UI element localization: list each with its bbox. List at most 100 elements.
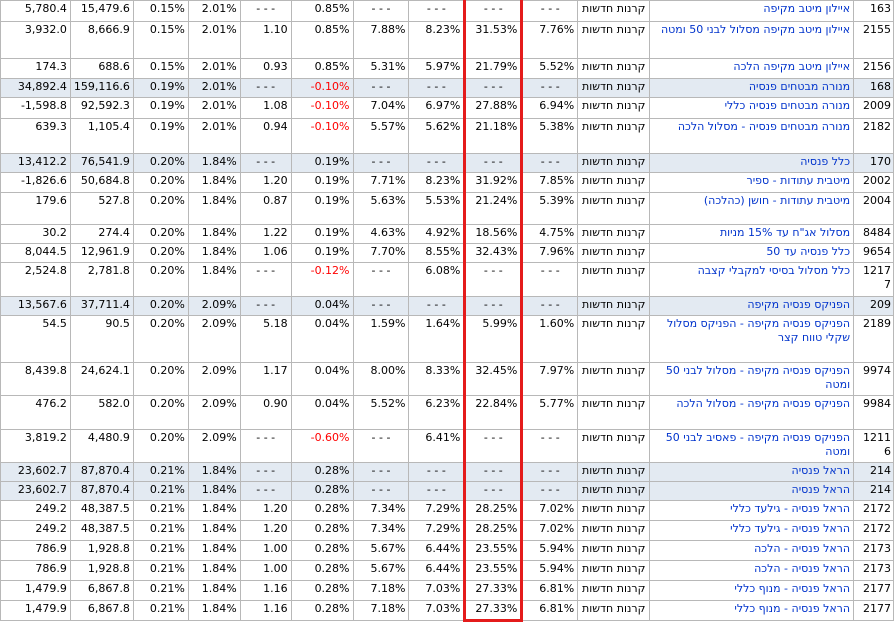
table-row: 179.6 527.8 0.20% 1.84% 0.87 0.19% 5.63% 5.53% 2…	[0, 192, 894, 225]
cell-month-return: 0.28%	[290, 462, 354, 482]
cell-ytd-return: 7.34%	[352, 520, 410, 541]
cell-total-assets: 3,819.2	[0, 429, 71, 463]
fund-name-link[interactable]: מיטבית עתודות - חושן (כהלכה)	[703, 194, 851, 207]
table-row: 1,479.9 6,867.8 0.21% 1.84% 1.16 0.28% 7.18% 7.…	[0, 580, 894, 601]
cell-mgmt-fee-balance: 2.09%	[187, 296, 241, 316]
cell-fund-assets: 92,592.3	[69, 97, 134, 119]
fund-name-link[interactable]: הפניקס פנסיה מקיפה - מסלול לבני 50 ומטה	[665, 364, 851, 391]
cell-month-return: 0.04%	[290, 395, 354, 430]
cell-fund-name[interactable]: מנורה מבטחים פנסיה כללי	[649, 97, 855, 119]
cell-return-3y: 8.23%	[408, 172, 466, 193]
cell-total-assets: 639.3	[0, 118, 71, 154]
cell-month-return: 0.28%	[290, 481, 354, 501]
fund-name-link[interactable]: מסלול אג"ח עד 15% מניות	[719, 226, 851, 239]
fund-name-link[interactable]: כלל מסלול בסיסי למקבלי קצבה	[697, 264, 851, 277]
cell-mgmt-fee-deposit: 0.20%	[132, 243, 189, 263]
cell-mgmt-fee-balance: 1.84%	[187, 153, 241, 173]
group-row: 13,567.6 37,711.4 0.20% 2.09% - - -0.04% - - …	[0, 296, 894, 316]
cell-fund-name[interactable]: הפניקס פנסיה מקיפה	[649, 296, 855, 316]
fund-name-link[interactable]: הראל פנסיה - הלכה	[754, 542, 851, 555]
cell-avg-return: - - -	[521, 262, 579, 297]
cell-return-5y: 27.33%	[463, 580, 524, 601]
cell-total-assets: 34,892.4	[0, 78, 71, 98]
cell-fund-id: 2173	[853, 540, 894, 561]
cell-mgmt-fee-deposit: 0.21%	[132, 500, 189, 521]
cell-return-5y: 18.56%	[463, 224, 524, 244]
fund-name-link[interactable]: הפניקס פנסיה מקיפה - פאסיב לבני 50 ומטה	[665, 431, 851, 458]
cell-fund-name[interactable]: הראל פנסיה - הלכה	[649, 560, 855, 581]
cell-fund-name[interactable]: הראל פנסיה	[649, 462, 855, 482]
cell-fund-name[interactable]: הפניקס פנסיה מקיפה - פאסיב לבני 50 ומטה	[649, 429, 855, 463]
cell-fund-id: 214	[853, 481, 894, 501]
cell-fund-name[interactable]: איילון מיטב מקיפה	[649, 0, 855, 22]
cell-fund-name[interactable]: איילון מיטב מקיפה מסלול לבני 50 ומטה	[649, 21, 855, 59]
fund-name-link[interactable]: מנורה מבטחים פנסיה כללי	[724, 99, 851, 112]
cell-fund-name[interactable]: הפניקס פנסיה מקיפה - מסלול הלכה	[649, 395, 855, 430]
cell-fund-name[interactable]: מנורה מבטחים פנסיה	[649, 78, 855, 98]
cell-fund-name[interactable]: כלל מסלול בסיסי למקבלי קצבה	[649, 262, 855, 297]
cell-mgmt-fee-balance: 2.01%	[187, 21, 241, 59]
cell-sharpe: 1.20	[239, 520, 292, 541]
fund-name-link[interactable]: איילון מיטב מקיפה הלכה	[733, 60, 851, 73]
cell-fund-name[interactable]: הראל פנסיה - גילעד כללי	[649, 520, 855, 541]
fund-name-link[interactable]: הראל פנסיה - גילעד כללי	[730, 522, 851, 535]
cell-total-assets: 13,567.6	[0, 296, 71, 316]
cell-month-return: -0.10%	[290, 118, 354, 154]
cell-fund-name[interactable]: הראל פנסיה	[649, 481, 855, 501]
cell-fund-name[interactable]: מיטבית עתודות - ספיר	[649, 172, 855, 193]
group-row: 23,602.7 87,870.4 0.21% 1.84% - - -0.28% - - …	[0, 462, 894, 482]
cell-fund-name[interactable]: כלל פנסיה עד 50	[649, 243, 855, 263]
cell-type: קרנות חדשות	[577, 118, 651, 154]
cell-avg-return: - - -	[521, 296, 579, 316]
cell-avg-return: 7.02%	[521, 500, 579, 521]
fund-name-link[interactable]: הפניקס פנסיה מקיפה - מסלול הלכה	[676, 397, 851, 410]
cell-fund-name[interactable]: הראל פנסיה - מנוף כללי	[649, 580, 855, 601]
cell-fund-name[interactable]: מסלול אג"ח עד 15% מניות	[649, 224, 855, 244]
cell-fund-assets: 87,870.4	[69, 462, 134, 482]
cell-type: קרנות חדשות	[577, 429, 651, 463]
cell-return-3y: - - -	[408, 153, 466, 173]
cell-sharpe: 0.94	[239, 118, 292, 154]
fund-name-link[interactable]: הפניקס פנסיה מקיפה - הפניקס מסלול שקלי ט…	[666, 317, 851, 344]
fund-name-link[interactable]: איילון מיטב מקיפה	[763, 2, 851, 15]
cell-fund-name[interactable]: מנורה מבטחים פנסיה - מסלול הלכה	[649, 118, 855, 154]
fund-name-link[interactable]: הראל פנסיה - הלכה	[754, 562, 851, 575]
cell-fund-name[interactable]: הפניקס פנסיה מקיפה - הפניקס מסלול שקלי ט…	[649, 315, 855, 363]
cell-return-5y: 23.55%	[463, 560, 524, 581]
cell-return-3y: 6.44%	[408, 540, 466, 561]
fund-name-link[interactable]: הראל פנסיה - מנוף כללי	[734, 582, 851, 595]
cell-type: קרנות חדשות	[577, 172, 651, 193]
cell-fund-name[interactable]: מיטבית עתודות - חושן (כהלכה)	[649, 192, 855, 225]
cell-fund-name[interactable]: הפניקס פנסיה מקיפה - מסלול לבני 50 ומטה	[649, 362, 855, 396]
fund-name-link[interactable]: הראל פנסיה - מנוף כללי	[734, 602, 851, 615]
cell-fund-assets: 1,105.4	[69, 118, 134, 154]
cell-type: קרנות חדשות	[577, 262, 651, 297]
fund-name-link[interactable]: כלל פנסיה עד 50	[766, 245, 851, 258]
fund-name-link[interactable]: איילון מיטב מקיפה מסלול לבני 50 ומטה	[660, 23, 851, 36]
cell-mgmt-fee-deposit: 0.20%	[132, 429, 189, 463]
cell-fund-name[interactable]: הראל פנסיה - גילעד כללי	[649, 500, 855, 521]
cell-type: קרנות חדשות	[577, 296, 651, 316]
fund-name-link[interactable]: מנורה מבטחים פנסיה - מסלול הלכה	[677, 120, 851, 133]
cell-return-3y: 6.97%	[408, 97, 466, 119]
table-row: 174.3 688.6 0.15% 2.01% 0.93 0.85% 5.31% 5.97% 2…	[0, 58, 894, 79]
fund-name-link[interactable]: מיטבית עתודות - ספיר	[746, 174, 851, 187]
cell-ytd-return: - - -	[352, 462, 410, 482]
cell-total-assets: 249.2	[0, 500, 71, 521]
cell-ytd-return: 5.52%	[352, 395, 410, 430]
cell-total-assets: -1,826.6	[0, 172, 71, 193]
cell-return-5y: 23.55%	[463, 540, 524, 561]
fund-name-link[interactable]: הראל פנסיה	[791, 483, 851, 496]
cell-sharpe: 0.87	[239, 192, 292, 225]
cell-fund-name[interactable]: כלל פנסיה	[649, 153, 855, 173]
cell-fund-name[interactable]: הראל פנסיה - הלכה	[649, 540, 855, 561]
cell-avg-return: 4.75%	[521, 224, 579, 244]
fund-name-link[interactable]: מנורה מבטחים פנסיה	[748, 80, 851, 93]
cell-fund-name[interactable]: הראל פנסיה - מנוף כללי	[649, 600, 855, 621]
fund-name-link[interactable]: הפניקס פנסיה מקיפה	[747, 298, 851, 311]
cell-fund-name[interactable]: איילון מיטב מקיפה הלכה	[649, 58, 855, 79]
fund-name-link[interactable]: הראל פנסיה	[791, 464, 851, 477]
fund-name-link[interactable]: כלל פנסיה	[800, 155, 851, 168]
cell-fund-id: 2156	[853, 58, 894, 79]
fund-name-link[interactable]: הראל פנסיה - גילעד כללי	[730, 502, 851, 515]
